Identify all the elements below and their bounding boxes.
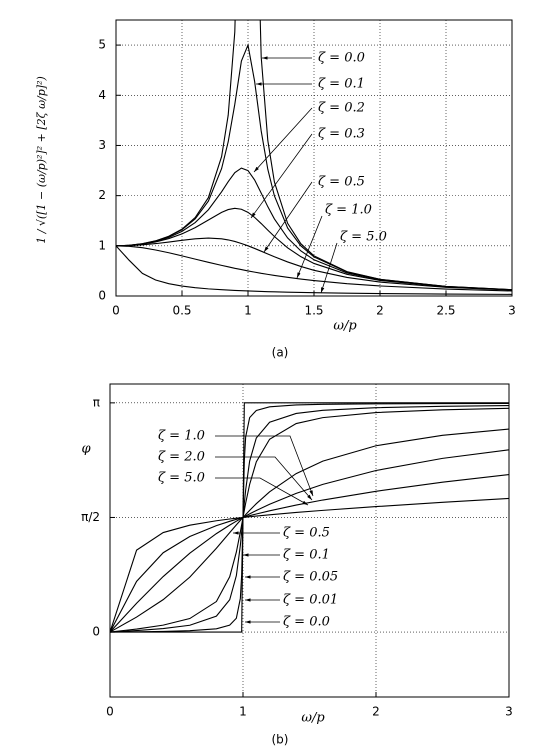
series-line: [110, 402, 509, 633]
annotation-arrow: [215, 477, 309, 506]
y-tick-label: 0: [98, 289, 106, 303]
x-tick-label: 0: [106, 705, 114, 719]
series-line: [116, 167, 512, 291]
legend-label: ζ = 0.1: [283, 548, 330, 563]
legend-label: ζ = 1.0: [325, 203, 372, 218]
series-line: [110, 402, 509, 633]
y-tick-label: 3: [98, 138, 106, 152]
caption: (a): [272, 346, 289, 360]
x-tick-label: 3: [505, 705, 513, 719]
y-axis-label: 1 / √([1 − (ω/p)²]² + [2ζ ω/p]²): [35, 76, 48, 244]
series-line: [116, 43, 512, 291]
annotation-arrow: [263, 181, 313, 253]
x-tick-label: 2.5: [436, 304, 455, 318]
x-tick-label: 0.5: [172, 304, 191, 318]
legend-label: ζ = 0.0: [318, 51, 365, 66]
series-line: [110, 497, 509, 633]
series-line: [110, 407, 509, 633]
legend-label: ζ = 0.01: [283, 593, 338, 608]
plot-frame: [109, 383, 510, 698]
legend-label: ζ = 0.5: [283, 526, 330, 541]
annotation-arrow: [296, 215, 323, 279]
legend-label: ζ = 5.0: [340, 230, 387, 245]
legend-label: ζ = 0.0: [283, 615, 330, 630]
series-line: [116, 207, 512, 291]
annotation-arrow: [250, 133, 313, 219]
legend-label: ζ = 2.0: [158, 450, 205, 465]
legend-label: ζ = 0.3: [318, 127, 365, 142]
legend-label: ζ = 1.0: [158, 429, 205, 444]
legend-label: ζ = 0.1: [318, 77, 365, 92]
x-tick-label: 1: [244, 304, 252, 318]
x-axis-label: ω/p: [333, 319, 357, 334]
x-axis-label: ω/p: [301, 711, 325, 726]
series-line: [116, 20, 512, 291]
y-tick-label: 1: [98, 238, 106, 252]
legend-label: ζ = 0.05: [283, 570, 338, 585]
x-tick-label: 2: [372, 705, 380, 719]
annotation-arrow: [253, 107, 313, 173]
y-tick-label: 4: [98, 88, 106, 102]
y-tick-label: 0: [92, 625, 100, 639]
y-tick-label: 5: [98, 38, 106, 52]
legend-label: ζ = 0.5: [318, 175, 365, 190]
plot-frame: [115, 19, 513, 297]
series-line: [116, 245, 512, 295]
y-tick-label: 2: [98, 188, 106, 202]
y-tick-label: π/2: [81, 510, 100, 524]
x-tick-label: 2: [376, 304, 384, 318]
x-tick-label: 1: [239, 705, 247, 719]
legend-label: ζ = 5.0: [158, 471, 205, 486]
series-line: [116, 245, 512, 292]
annotation-arrow: [320, 242, 338, 294]
legend-label: ζ = 0.2: [318, 101, 365, 116]
y-axis-label: φ: [81, 442, 91, 457]
series-line: [110, 405, 509, 633]
x-tick-label: 3: [508, 304, 516, 318]
series-line: [116, 237, 512, 291]
y-tick-label: π: [93, 395, 100, 409]
x-tick-label: 0: [112, 304, 120, 318]
x-tick-label: 1.5: [304, 304, 323, 318]
caption: (b): [272, 733, 289, 747]
annotation-arrow: [215, 435, 314, 497]
annotation-arrow: [215, 456, 313, 501]
